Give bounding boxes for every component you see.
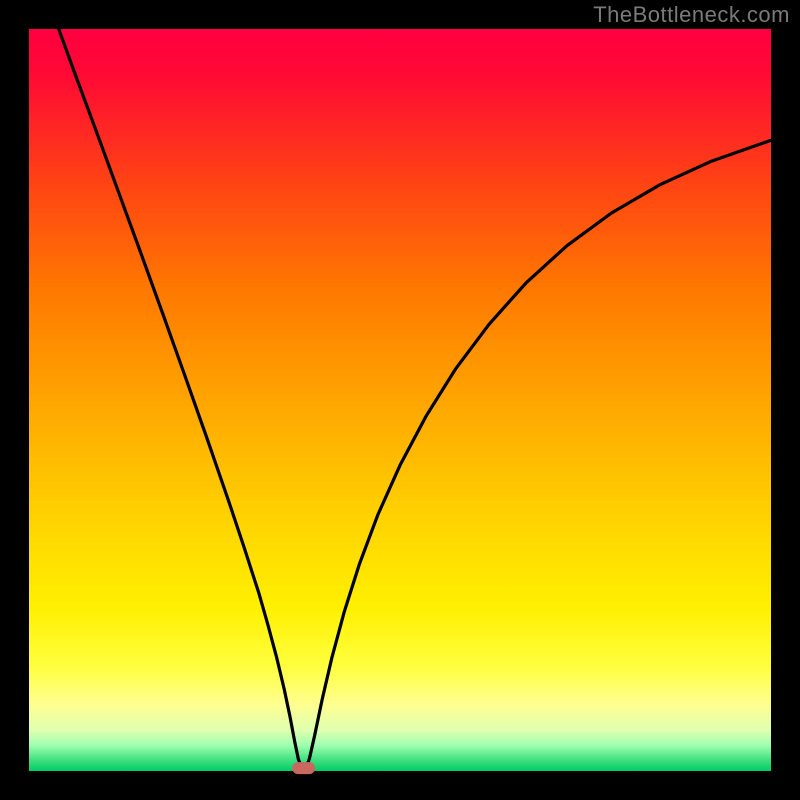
gradient-background <box>29 29 771 771</box>
chart-container: { "watermark": { "text": "TheBottleneck.… <box>0 0 800 800</box>
watermark-text: TheBottleneck.com <box>593 2 790 28</box>
plot-frame <box>29 29 771 771</box>
optimal-point-marker <box>292 762 316 774</box>
